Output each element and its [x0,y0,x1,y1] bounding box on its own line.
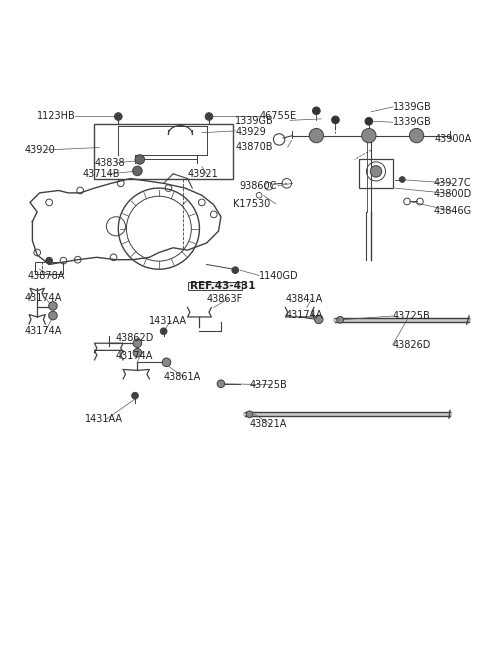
Text: 43826D: 43826D [393,340,431,349]
Circle shape [160,328,167,334]
Circle shape [133,349,142,357]
Circle shape [370,166,382,177]
Text: 43878A: 43878A [28,271,65,281]
Text: 1339GB: 1339GB [235,116,274,126]
Text: 1140GD: 1140GD [259,272,299,281]
Text: 1339GB: 1339GB [393,118,432,127]
Text: 1339GB: 1339GB [393,102,432,112]
Text: K17530: K17530 [233,199,270,209]
Circle shape [132,166,142,176]
Text: REF.43-431: REF.43-431 [190,281,255,291]
Circle shape [162,358,171,366]
Circle shape [409,129,424,143]
Text: 43714B: 43714B [83,168,120,179]
Text: 43921: 43921 [188,168,218,179]
Bar [35,262,63,274]
Circle shape [132,392,138,399]
Circle shape [48,302,57,310]
Text: 43800D: 43800D [433,189,471,199]
Text: 43725B: 43725B [393,311,431,321]
Bar [188,281,242,290]
Circle shape [205,113,213,120]
Bar [95,123,233,178]
Text: 1431AA: 1431AA [85,414,123,424]
Text: 46755E: 46755E [259,110,296,121]
Circle shape [314,315,323,324]
Text: 43725B: 43725B [250,380,288,390]
Text: 43861A: 43861A [164,372,201,381]
Circle shape [312,107,320,115]
Text: 1123HB: 1123HB [36,110,75,121]
Text: 43174A: 43174A [24,326,61,336]
Text: 43929: 43929 [235,127,266,136]
Circle shape [133,339,142,347]
Text: 43863F: 43863F [206,294,243,304]
Text: 43920: 43920 [24,145,55,155]
Text: 43862D: 43862D [116,333,154,343]
Circle shape [246,411,253,418]
Text: 43174A: 43174A [24,293,61,303]
Text: 43870B: 43870B [236,142,274,152]
Text: 1431AA: 1431AA [149,316,187,326]
Text: 43900A: 43900A [434,135,471,144]
Text: 43927C: 43927C [434,178,471,188]
Circle shape [115,113,122,120]
Text: 93860C: 93860C [239,181,276,191]
Circle shape [309,129,324,143]
Circle shape [362,129,376,143]
Circle shape [48,311,57,320]
Circle shape [365,118,372,125]
Circle shape [232,267,239,274]
Circle shape [217,380,225,388]
Bar [360,159,393,188]
Circle shape [332,116,339,123]
Text: 43841A: 43841A [285,294,323,304]
Circle shape [46,257,52,264]
Text: 43821A: 43821A [250,419,287,429]
Text: 43174A: 43174A [285,310,323,319]
Text: 43838: 43838 [95,158,125,168]
Circle shape [135,155,144,165]
Text: 43174A: 43174A [116,351,153,361]
Circle shape [337,317,344,323]
Circle shape [399,177,405,182]
Text: 43846G: 43846G [433,206,471,216]
